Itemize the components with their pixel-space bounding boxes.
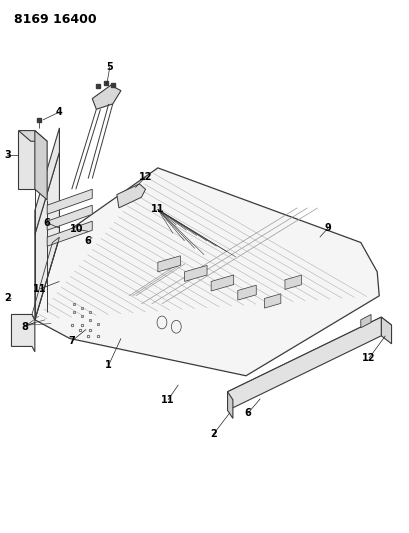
Polygon shape xyxy=(18,131,47,141)
Text: 6: 6 xyxy=(44,218,50,228)
Text: 12: 12 xyxy=(362,353,375,363)
Polygon shape xyxy=(18,131,35,189)
Polygon shape xyxy=(227,392,232,418)
Polygon shape xyxy=(92,85,121,109)
Polygon shape xyxy=(284,275,301,289)
Text: 9: 9 xyxy=(324,223,330,233)
Polygon shape xyxy=(157,256,180,272)
Polygon shape xyxy=(211,275,233,291)
Text: 8: 8 xyxy=(21,322,28,332)
Text: 2: 2 xyxy=(209,430,216,439)
Polygon shape xyxy=(35,131,47,200)
Text: 6: 6 xyxy=(85,237,91,246)
Text: 12: 12 xyxy=(139,172,152,182)
Polygon shape xyxy=(47,221,92,246)
Circle shape xyxy=(171,320,181,333)
Polygon shape xyxy=(47,189,92,214)
Polygon shape xyxy=(184,265,207,281)
Text: 2: 2 xyxy=(4,294,11,303)
Text: 7: 7 xyxy=(68,336,75,346)
Text: 11: 11 xyxy=(161,395,174,405)
Text: 5: 5 xyxy=(106,62,113,71)
Polygon shape xyxy=(117,184,145,208)
Polygon shape xyxy=(227,317,380,410)
Polygon shape xyxy=(35,128,59,235)
Text: 8169 16400: 8169 16400 xyxy=(14,13,97,26)
Polygon shape xyxy=(35,152,59,320)
Polygon shape xyxy=(237,285,256,300)
Polygon shape xyxy=(360,314,370,328)
Text: 6: 6 xyxy=(244,408,251,418)
Text: 10: 10 xyxy=(70,224,83,234)
Polygon shape xyxy=(11,314,35,352)
Polygon shape xyxy=(264,294,280,308)
Polygon shape xyxy=(35,168,378,376)
Polygon shape xyxy=(47,205,92,230)
Text: 1: 1 xyxy=(105,360,112,370)
Circle shape xyxy=(157,316,166,329)
Polygon shape xyxy=(227,317,391,400)
Polygon shape xyxy=(380,317,391,344)
Text: 4: 4 xyxy=(56,107,63,117)
Text: 11: 11 xyxy=(151,205,164,214)
Text: 3: 3 xyxy=(4,150,11,159)
Text: 11: 11 xyxy=(34,284,47,294)
